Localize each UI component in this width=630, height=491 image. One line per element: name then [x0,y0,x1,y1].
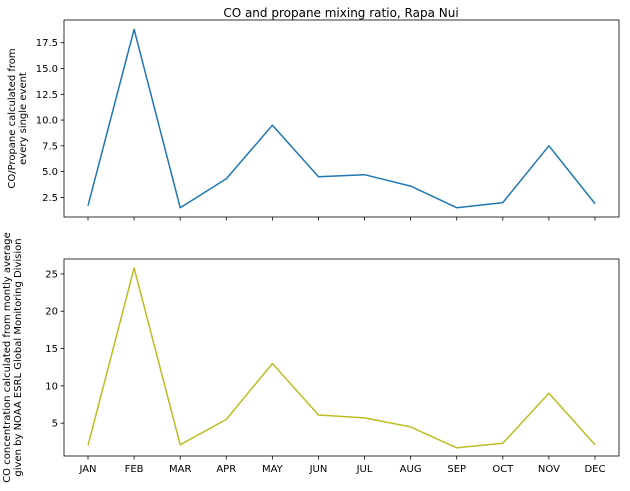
top-panel: 2.5 5.0 7.5 10.0 12.5 15.0 17.5 CO/Propane calc… [7,19,620,221]
y-tick-label: 12.5 [36,90,58,101]
y-tick-label: 5.0 [42,167,58,178]
y-tick-label: 20 [45,307,58,318]
x-tick-label: NOV [538,464,560,475]
y-tick-label: 7.5 [42,141,58,152]
y-tick-label: 10.0 [36,116,58,127]
y-tick-label: 25 [45,269,58,280]
y-tick-label: 2.5 [42,193,58,204]
x-tick-label: MAY [262,464,284,475]
chart-title: CO and propane mixing ratio, Rapa Nui [223,6,458,20]
x-tick-label: SEP [447,464,466,475]
y-tick-label: 17.5 [36,38,58,49]
y-axis-label: CO concentration calculated from montly … [2,232,13,483]
x-tick-label: APR [216,464,236,475]
x-tick-label: JAN [78,464,96,475]
x-tick-label: AUG [400,464,422,475]
y-tick-label: 5 [52,419,58,430]
plot-area-frame [63,258,620,457]
series-line [87,267,596,449]
x-tick-label: DEC [584,464,605,475]
series-line [87,28,596,209]
plot-area-frame [63,19,620,218]
x-tick-label: JUN [309,464,328,475]
y-axis-label: given by NOAA ESRL Global Monitoring Div… [13,238,24,476]
y-tick-label: 15.0 [36,64,58,75]
x-tick-label: JUL [356,464,373,475]
y-tick-label: 15 [45,344,58,355]
x-tick-label: FEB [125,464,144,475]
y-axis-label: CO/Propane calculated from [7,48,18,188]
x-tick-label: OCT [492,464,514,475]
bottom-panel: 5 10 15 20 25 JAN FEB MAR APR MAY JUN JUL AUG SEP OCT N… [2,232,620,483]
x-tick-label: MAR [169,464,191,475]
y-tick-label: 10 [45,381,58,392]
y-axis-label: every single event [18,72,29,165]
